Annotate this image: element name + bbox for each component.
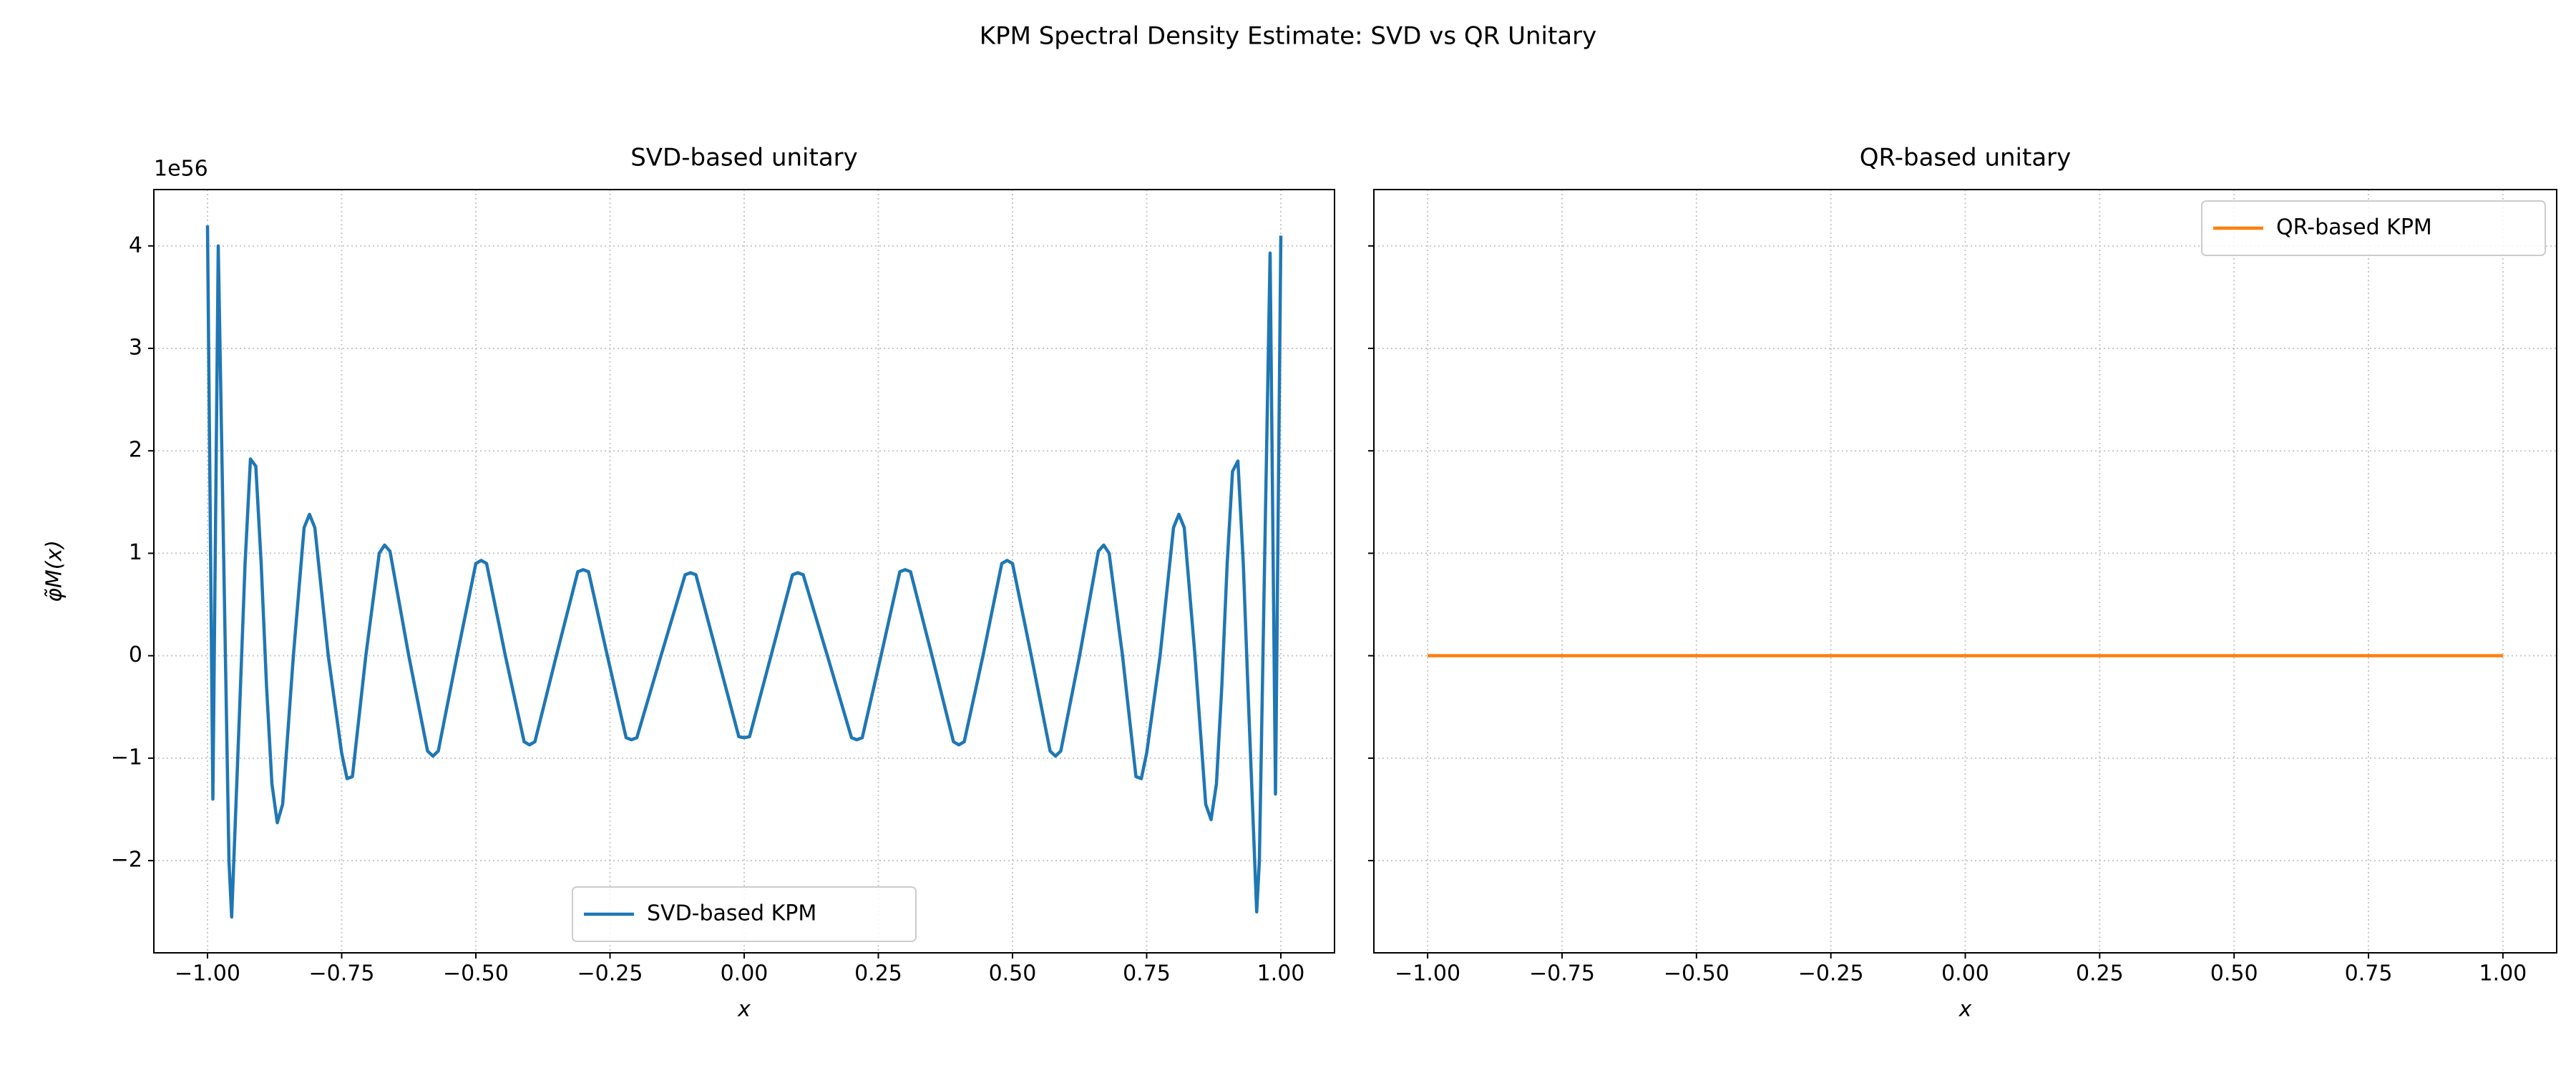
- y-tick-label: 3: [129, 335, 142, 360]
- y-offset-label: 1e56: [154, 157, 208, 182]
- y-tick-label: −2: [111, 848, 142, 873]
- y-tick-label: 0: [129, 642, 142, 667]
- x-tick-label: 0.75: [1123, 961, 1171, 986]
- axes-frame: [153, 189, 1335, 954]
- y-tick-label: 2: [129, 438, 142, 463]
- x-tick-label: −0.50: [443, 961, 509, 986]
- x-tick-label: 0.50: [2210, 961, 2258, 986]
- y-tick-label: 4: [129, 232, 142, 258]
- x-tick-label: −0.75: [309, 961, 375, 986]
- x-tick-label: 1.00: [2479, 961, 2527, 986]
- axes-title: SVD-based unitary: [630, 144, 858, 172]
- x-tick-label: −0.25: [577, 961, 643, 986]
- x-axis-label: x: [737, 997, 751, 1022]
- y-tick-label: −1: [111, 745, 142, 770]
- axes-title: QR-based unitary: [1860, 144, 2072, 172]
- x-tick-label: 0.25: [854, 961, 902, 986]
- x-tick-label: 0.25: [2076, 961, 2124, 986]
- legend-label: SVD-based KPM: [647, 901, 816, 926]
- x-tick-label: 0.75: [2345, 961, 2393, 986]
- x-tick-label: 0.00: [721, 961, 769, 986]
- x-tick-label: −0.25: [1798, 961, 1864, 986]
- x-tick-label: 0.00: [1941, 961, 1989, 986]
- axes: −1.00 −0.75 −0.50 −0.25 0.00 0.25 0.50 0.75 1.00…: [42, 144, 1335, 1022]
- figure-title: KPM Spectral Density Estimate: SVD vs QR…: [980, 22, 1596, 51]
- axes-frame: [1373, 189, 2557, 954]
- legend-box: [2201, 200, 2546, 256]
- legend-label: QR-based KPM: [2276, 215, 2432, 240]
- y-tick-label: 1: [129, 540, 142, 565]
- x-tick-label: 1.00: [1257, 961, 1305, 986]
- x-tick-label: −0.50: [1664, 961, 1729, 986]
- axes: −1.00 −0.75 −0.50 −0.25 0.00 0.25 0.50 0.75 1.00…: [1368, 144, 2557, 1022]
- legend-box: [572, 886, 917, 942]
- x-axis-label: x: [1958, 997, 1972, 1022]
- x-tick-label: −1.00: [175, 961, 240, 986]
- x-tick-label: 0.50: [989, 961, 1037, 986]
- x-tick-label: −1.00: [1395, 961, 1460, 986]
- data-line: [205, 225, 1283, 919]
- x-tick-label: −0.75: [1529, 961, 1595, 986]
- y-axis-label: φ̃M(x): [42, 540, 67, 602]
